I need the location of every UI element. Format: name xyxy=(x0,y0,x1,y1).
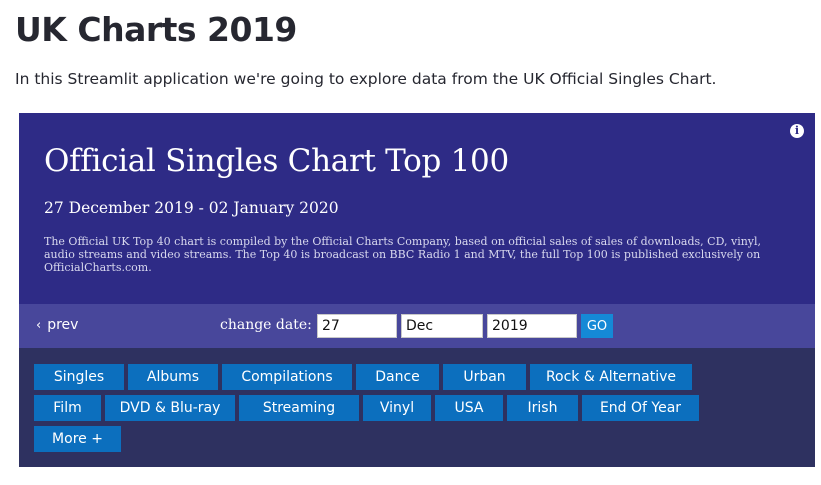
date-bar: ‹ prev change date: GO xyxy=(19,304,815,348)
prev-label: prev xyxy=(47,317,79,333)
category-button[interactable]: USA xyxy=(435,395,503,421)
category-button[interactable]: End Of Year xyxy=(582,395,699,421)
chart-title: Official Singles Chart Top 100 xyxy=(44,143,509,179)
category-button[interactable]: Singles xyxy=(34,364,124,390)
prev-link[interactable]: ‹ prev xyxy=(36,317,78,333)
go-button[interactable]: GO xyxy=(581,314,613,338)
more-button[interactable]: More + xyxy=(34,426,121,452)
category-button[interactable]: Film xyxy=(34,395,101,421)
category-button[interactable]: Dance xyxy=(356,364,439,390)
category-button[interactable]: Irish xyxy=(507,395,578,421)
year-input[interactable] xyxy=(487,314,577,338)
info-icon[interactable]: i xyxy=(790,124,804,138)
category-button[interactable]: Streaming xyxy=(239,395,359,421)
category-button[interactable]: Compilations xyxy=(222,364,352,390)
category-nav: Singles Albums Compilations Dance Urban … xyxy=(19,348,815,467)
category-button[interactable]: Albums xyxy=(128,364,218,390)
category-button[interactable]: Vinyl xyxy=(363,395,431,421)
chevron-left-icon: ‹ xyxy=(36,318,42,333)
category-button[interactable]: Urban xyxy=(443,364,526,390)
change-date-label: change date: xyxy=(220,317,312,333)
chart-date-range: 27 December 2019 - 02 January 2020 xyxy=(44,199,339,217)
category-button[interactable]: Rock & Alternative xyxy=(530,364,692,390)
day-input[interactable] xyxy=(317,314,397,338)
month-input[interactable] xyxy=(401,314,483,338)
intro-text: In this Streamlit application we're goin… xyxy=(15,70,717,88)
page-title: UK Charts 2019 xyxy=(15,10,297,49)
official-charts-embed: i Official Singles Chart Top 100 27 Dece… xyxy=(19,113,815,467)
category-button[interactable]: DVD & Blu-ray xyxy=(105,395,235,421)
chart-description: The Official UK Top 40 chart is compiled… xyxy=(44,235,762,274)
